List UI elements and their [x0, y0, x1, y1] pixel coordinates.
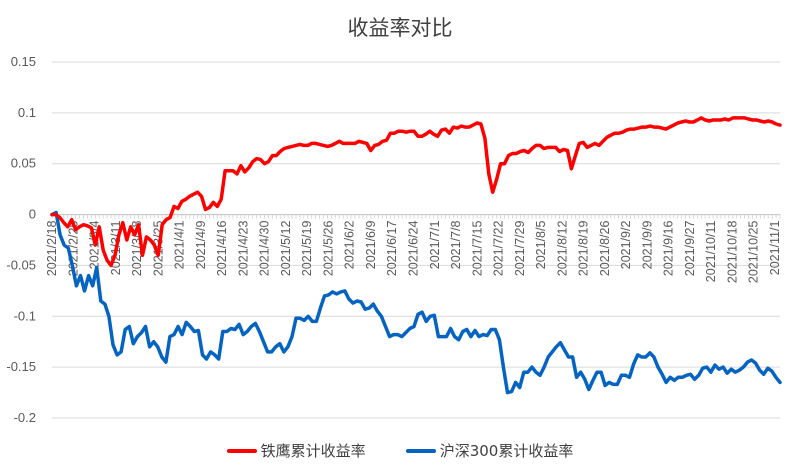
x-tick-label: 2021/4/30: [258, 221, 272, 277]
x-tick-label: 2021/9/9: [640, 221, 654, 270]
x-tick-label: 2021/8/12: [555, 221, 569, 277]
x-tick-label: 2021/4/1: [173, 221, 187, 270]
legend: 铁鹰累计收益率 沪深300累计收益率: [0, 440, 800, 461]
x-tick-label: 2021/6/9: [364, 221, 378, 270]
x-tick-label: 2021/9/16: [662, 221, 676, 277]
y-tick-label: -0.15: [6, 359, 36, 374]
legend-item-tieying[interactable]: 铁鹰累计收益率: [226, 440, 366, 461]
series-line-hs300: [50, 210, 782, 395]
x-tick-label: 2021/7/22: [492, 221, 506, 277]
x-tick-label: 2021/7/1: [428, 221, 442, 270]
y-tick-label: -0.1: [14, 308, 36, 323]
y-tick-label: 0.15: [11, 54, 36, 69]
x-tick-label: 2021/4/9: [194, 221, 208, 270]
y-tick-label: -0.05: [6, 257, 36, 272]
y-tick-label: 0.05: [11, 156, 36, 171]
x-tick-label: 2021/7/15: [470, 221, 484, 277]
y-tick-label: 0: [29, 207, 36, 222]
x-tick-label: 2021/6/24: [407, 221, 421, 277]
x-tick-label: 2021/6/17: [385, 221, 399, 277]
legend-item-hs300[interactable]: 沪深300累计收益率: [405, 440, 574, 461]
chart-title: 收益率对比: [347, 16, 453, 40]
x-tick-label: 2021/5/19: [300, 221, 314, 277]
legend-label: 沪深300累计收益率: [439, 442, 574, 460]
x-tick-label: 2021/7/8: [449, 221, 463, 270]
x-tick-label: 2021/8/26: [598, 221, 612, 277]
y-tick-label: 0.1: [18, 105, 36, 120]
legend-swatch-red: [226, 448, 257, 453]
x-tick-label: 2021/11/1: [768, 221, 782, 276]
x-tick-label: 2021/10/11: [704, 221, 718, 283]
x-tick-label: 2021/9/27: [683, 221, 697, 277]
x-tick-label: 2021/5/26: [321, 221, 335, 277]
x-tick-label: 2021/2/25: [66, 221, 80, 277]
y-axis-ticks: 0.15 0.1 0.05 0 -0.05 -0.1 -0.15 -0.2: [6, 54, 36, 425]
x-axis: 2021/2/18 2021/2/25 2021/3/4 2021/3/11 2021/…: [45, 214, 782, 284]
x-tick-label: 2021/10/18: [725, 221, 739, 284]
legend-swatch-blue: [405, 448, 436, 453]
legend-label: 铁鹰累计收益率: [260, 442, 366, 460]
x-tick-label: 2021/2/18: [45, 221, 59, 277]
x-tick-label: 2021/8/19: [577, 221, 591, 277]
x-tick-label: 2021/5/12: [279, 221, 293, 277]
series-line-tieying: [50, 116, 782, 268]
x-tick-label: 2021/8/5: [534, 221, 548, 270]
x-tick-label: 2021/4/16: [215, 221, 229, 277]
x-tick-label: 2021/9/2: [619, 221, 633, 270]
y-tick-label: -0.2: [14, 410, 36, 425]
x-tick-label: 2021/6/2: [343, 221, 357, 270]
x-tick-label: 2021/10/25: [747, 221, 761, 284]
x-tick-label: 2021/7/29: [513, 221, 527, 277]
x-tick-label: 2021/4/23: [236, 221, 250, 277]
